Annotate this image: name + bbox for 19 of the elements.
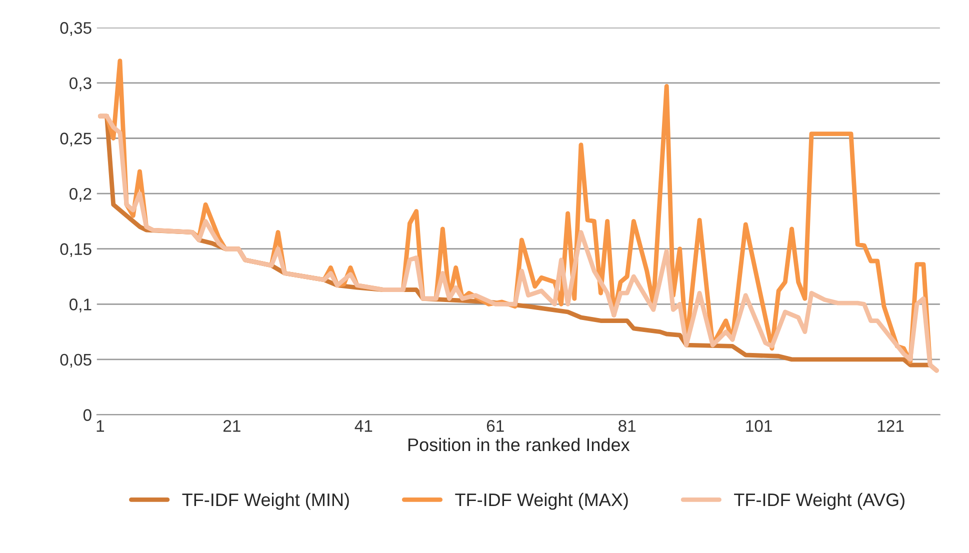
x-tick-label: 121	[878, 420, 904, 432]
y-tick-label: 0,05	[60, 354, 92, 368]
x-tick-label: 41	[354, 420, 372, 432]
x-tick-label: 1	[96, 420, 104, 432]
y-tick-label: 0,25	[60, 132, 92, 146]
x-tick-label: 81	[618, 420, 636, 432]
legend-label: TF-IDF Weight (AVG)	[734, 492, 904, 510]
legend-label: TF-IDF Weight (MAX)	[455, 492, 628, 510]
y-tick-label: 0,15	[60, 243, 92, 258]
x-tick-label: 21	[223, 420, 240, 432]
x-axis-title: Position in the ranked Index	[408, 438, 630, 452]
x-tick-label: 101	[746, 420, 772, 432]
y-tick-label: 0	[83, 409, 92, 421]
legend-label: TF-IDF Weight (MIN)	[182, 492, 349, 510]
y-tick-label: 0,2	[70, 188, 92, 202]
y-tick-label: 0,3	[70, 77, 92, 92]
y-tick-label: 0,35	[60, 22, 92, 36]
x-tick-label: 61	[486, 420, 504, 432]
y-tick-label: 0,1	[70, 298, 92, 312]
